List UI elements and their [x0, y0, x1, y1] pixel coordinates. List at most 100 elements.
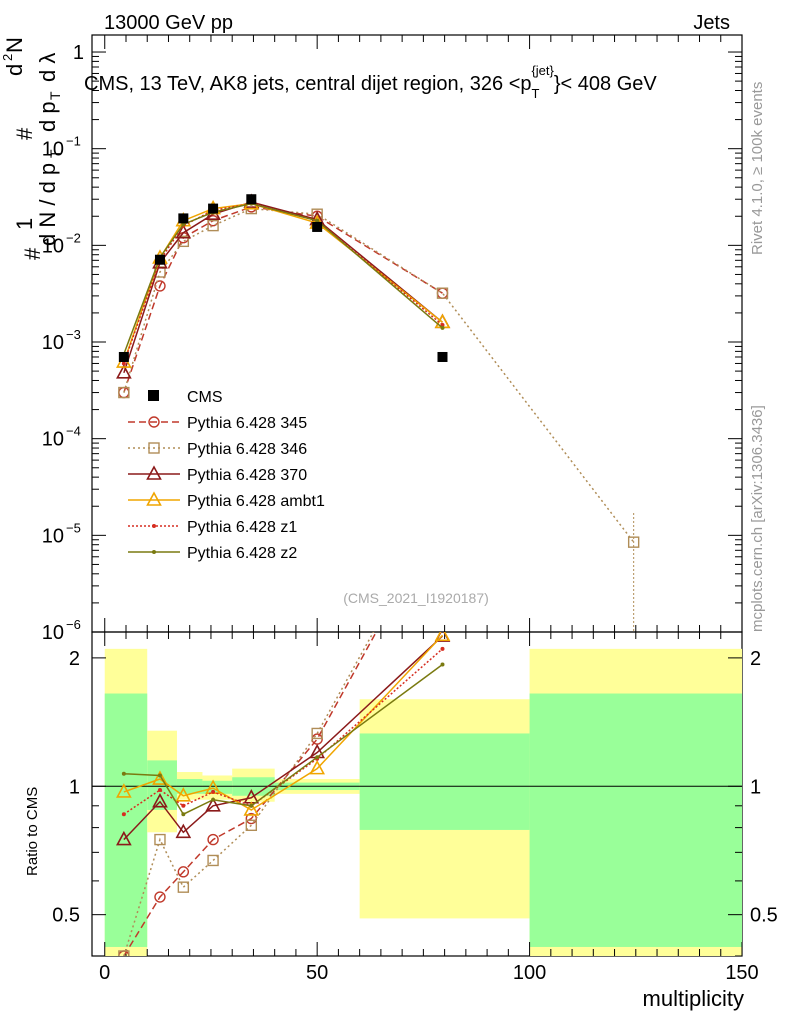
series-point-1: [436, 287, 449, 299]
green-band-1: [147, 760, 177, 810]
ratio-point-1: [154, 833, 166, 846]
ratio-series-group: [116, 632, 451, 956]
ratio-point-4: [211, 789, 216, 794]
ratio-point-1: [118, 950, 130, 956]
legend-marker: [146, 491, 162, 506]
ratio-point-5: [157, 773, 162, 778]
ratio-point-1: [177, 881, 190, 893]
main-y-tick-label: 10: [42, 622, 64, 644]
legend-label: Pythia 6.428 z1: [187, 519, 297, 536]
ratio-y-tick-label-right: 0.5: [750, 905, 778, 927]
ratio-point-4: [121, 812, 126, 817]
ratio-point-1: [311, 727, 323, 740]
svg-text:N: N: [2, 37, 27, 53]
legend-marker: [152, 524, 156, 528]
series-line-0: [123, 206, 443, 393]
ratio-point-5: [181, 812, 186, 817]
series-point-1: [207, 219, 219, 232]
main-y-tick-label: 1: [73, 42, 84, 64]
ratio-point-3: [309, 759, 326, 775]
ratio-point-3: [434, 632, 451, 642]
svg-text:#: #: [20, 247, 45, 260]
ratio-point-0: [154, 891, 166, 903]
main-y-tick-exponent: −2: [66, 230, 81, 245]
green-band-0: [104, 693, 148, 947]
ratio-x-tick-label: 150: [725, 962, 758, 984]
cms-data-point: [437, 351, 448, 362]
legend-label: Pythia 6.428 ambt1: [187, 493, 325, 510]
ratio-y-tick-label-right: 2: [750, 648, 761, 670]
ratio-point-5: [249, 803, 254, 808]
main-y-tick-label: 10: [42, 139, 64, 161]
ratio-x-tick-label: 0: [99, 962, 110, 984]
ratio-y-tick-label: 2: [69, 648, 80, 670]
main-y-tick-exponent: −3: [66, 327, 81, 342]
legend-label: Pythia 6.428 345: [187, 415, 307, 432]
ratio-point-1: [245, 819, 258, 832]
ratio-point-2: [175, 823, 192, 839]
main-y-tick-exponent: −6: [66, 617, 81, 632]
series-point-4: [121, 361, 126, 366]
ratio-point-0: [177, 866, 190, 878]
series-point-5: [315, 218, 320, 223]
ratio-point-3: [116, 783, 132, 798]
ratio-point-5: [211, 797, 216, 802]
ratio-y-tick-label: 0.5: [52, 905, 80, 927]
legend-label: CMS: [187, 389, 223, 406]
cms-data-point: [154, 254, 165, 265]
ratio-point-0: [207, 833, 219, 846]
ratio-line-2: [123, 635, 444, 841]
ratio-point-5: [121, 771, 126, 776]
ratio-plot: 0 50 100 150 0.5 0.5 1 1 2 2: [52, 631, 778, 984]
svg-text:T: T: [47, 149, 63, 158]
x-axis-label: multiplicity: [643, 986, 744, 1011]
ratio-point-4: [440, 646, 445, 651]
mcplots-label: mcplots.cern.ch [arXiv:1306.3436]: [749, 405, 766, 632]
ratio-point-5: [315, 755, 320, 760]
ratio-point-2: [152, 793, 168, 808]
cms-data-point: [312, 221, 323, 232]
ratio-y-tick-label: 1: [69, 776, 80, 798]
green-band-7: [529, 693, 742, 947]
series-point-1: [118, 386, 130, 399]
svg-text:2: 2: [0, 54, 15, 61]
header-right: Jets: [693, 12, 730, 34]
ratio-x-tick-label: 50: [306, 962, 328, 984]
main-y-tick-label: 10: [42, 429, 64, 451]
ratio-bands: [104, 648, 742, 956]
cms-data-point: [178, 213, 189, 224]
main-y-tick-label: 10: [42, 235, 64, 257]
header-left: 13000 GeV pp: [104, 12, 233, 34]
cms-data-point: [246, 194, 257, 205]
svg-text:1: 1: [12, 218, 37, 230]
series-point-2: [116, 364, 132, 379]
ratio-point-1: [207, 854, 219, 867]
ratio-point-3: [175, 787, 192, 802]
ratio-line-0: [123, 632, 378, 956]
main-y-tick-exponent: −4: [66, 424, 81, 439]
ratio-point-2: [205, 797, 221, 812]
ratio-point-5: [440, 662, 445, 667]
main-title: CMS, 13 TeV, AK8 jets, central dijet reg…: [84, 63, 657, 101]
cms-data-point: [208, 203, 219, 214]
legend-label: Pythia 6.428 370: [187, 467, 307, 484]
legend-marker: [148, 442, 160, 454]
cms-data-point: [118, 351, 129, 362]
main-y-tick-exponent: −5: [66, 520, 81, 535]
main-y-tick-label: 10: [42, 332, 64, 354]
main-y-tick-label: 10: [42, 525, 64, 547]
ratio-y-axis-label: Ratio to CMS: [24, 787, 41, 876]
series-line-5: [123, 202, 443, 355]
green-band-6: [359, 733, 530, 830]
series-point-5: [440, 325, 445, 330]
svg-text:d p: d p: [35, 101, 60, 132]
series-point-4: [440, 322, 445, 327]
main-y-axis-label: # 1 d N / d p T # d p T d λ d 2 N: [0, 37, 63, 260]
ratio-line-3: [123, 634, 444, 811]
ratio-x-tick-label: 100: [513, 962, 546, 984]
rivet-label: Rivet 4.1.0, ≥ 100k events: [749, 82, 766, 255]
svg-text:d λ: d λ: [35, 53, 60, 82]
ratio-y-tick-label-right: 1: [750, 776, 761, 798]
main-y-tick-exponent: −1: [66, 134, 81, 149]
